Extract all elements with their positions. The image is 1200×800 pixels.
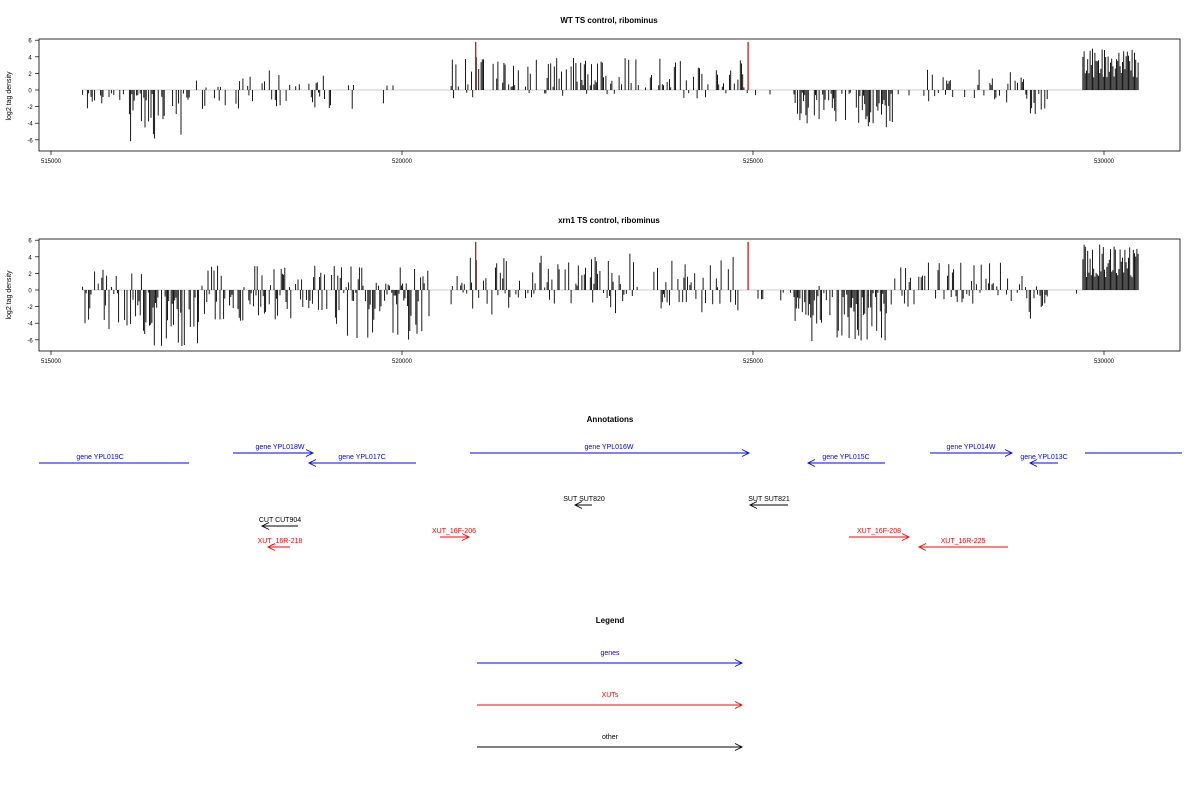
arrowhead bbox=[734, 659, 744, 667]
annotation-feature: gene YPL014W bbox=[930, 444, 1014, 457]
arrowhead bbox=[734, 743, 744, 751]
y-tick-label: 4 bbox=[28, 55, 32, 61]
annotation-label: gene YPL018W bbox=[256, 444, 305, 451]
x-axis: 515000 520000 525000 530000 bbox=[41, 351, 1115, 365]
legend-label: other bbox=[602, 734, 619, 741]
y-tick-label: 2 bbox=[28, 72, 32, 78]
annotation-feature: gene YPL016W bbox=[470, 444, 751, 457]
annotation-label: XUT_16R-218 bbox=[258, 538, 303, 545]
annotation-feature: gene YPL018W bbox=[233, 444, 315, 457]
y-tick-label: -2 bbox=[27, 305, 33, 311]
x-axis: 515000 520000 525000 530000 bbox=[41, 151, 1115, 165]
annotation-label: gene YPL013C bbox=[1020, 454, 1067, 461]
legend-entries: genes XUTs other bbox=[477, 650, 744, 751]
annotation-feature: XUT_16R-225 bbox=[917, 538, 1008, 551]
arrowhead bbox=[741, 449, 751, 457]
plot-frame bbox=[38, 38, 1181, 152]
arrowhead bbox=[573, 501, 583, 509]
y-tick-label: -4 bbox=[27, 322, 33, 328]
annotation-feature: SUT SUT821 bbox=[748, 496, 790, 509]
y-axis: 6 4 2 0 -2 -4 -6 bbox=[27, 39, 39, 144]
arrowhead bbox=[461, 533, 471, 541]
panel-title: WT TS control, ribominus bbox=[560, 16, 658, 25]
annotation-label: XUT_16F-208 bbox=[857, 528, 901, 535]
arrowhead bbox=[1004, 449, 1014, 457]
annotation-label: SUT SUT820 bbox=[563, 496, 605, 503]
y-tick-label: -6 bbox=[27, 138, 33, 144]
arrowhead bbox=[901, 533, 911, 541]
bar-series bbox=[82, 41, 1139, 142]
annotation-feature: CUT CUT904 bbox=[259, 517, 301, 530]
annotation-features: gene YPL019C gene YPL018W gene YPL017C gene… bbox=[39, 444, 1182, 551]
annotation-label: XUT_16F-206 bbox=[432, 528, 476, 535]
y-tick-label: 6 bbox=[28, 239, 32, 245]
annotation-feature: XUT_16F-206 bbox=[432, 528, 476, 541]
legend-entry: other bbox=[477, 734, 744, 751]
legend-panel: Legend genes XUTs other bbox=[477, 616, 744, 751]
annotation-feature: XUT_16R-218 bbox=[258, 538, 303, 551]
annotation-feature: gene YPL013C bbox=[1020, 454, 1068, 467]
arrowhead bbox=[1028, 459, 1038, 467]
arrowhead bbox=[266, 543, 276, 551]
panel-wt: WT TS control, ribominus log2 tag densit… bbox=[6, 16, 1181, 165]
x-tick-label: 525000 bbox=[743, 159, 764, 165]
annotation-label: gene YPL016W bbox=[585, 444, 634, 451]
annotations-title: Annotations bbox=[587, 415, 634, 424]
annotation-feature: gene YPL015C bbox=[806, 454, 885, 467]
legend-entry: XUTs bbox=[477, 692, 744, 709]
annotation-label: CUT CUT904 bbox=[259, 517, 301, 524]
annotation-feature: XUT_16F-208 bbox=[849, 528, 911, 541]
x-tick-label: 530000 bbox=[1094, 359, 1115, 365]
y-tick-label: 6 bbox=[28, 39, 32, 45]
plot-frame bbox=[38, 238, 1181, 352]
annotation-label: gene YPL015C bbox=[822, 454, 869, 461]
y-axis-label: log2 tag density bbox=[6, 71, 13, 121]
legend-label: XUTs bbox=[602, 692, 619, 699]
x-tick-label: 530000 bbox=[1094, 159, 1115, 165]
arrowhead bbox=[806, 459, 816, 467]
arrowhead bbox=[748, 501, 758, 509]
annotation-label: SUT SUT821 bbox=[748, 496, 790, 503]
legend-label: genes bbox=[600, 650, 620, 657]
y-tick-label: 4 bbox=[28, 255, 32, 261]
arrowhead bbox=[307, 459, 317, 467]
x-tick-label: 520000 bbox=[392, 359, 413, 365]
x-tick-label: 525000 bbox=[743, 359, 764, 365]
annotation-label: gene YPL019C bbox=[76, 454, 123, 461]
panel-xrn1: xrn1 TS control, ribominus log2 tag dens… bbox=[6, 216, 1181, 365]
panel-title: xrn1 TS control, ribominus bbox=[558, 216, 660, 225]
bar-series bbox=[82, 241, 1139, 346]
y-tick-label: -6 bbox=[27, 338, 33, 344]
legend-title: Legend bbox=[596, 616, 625, 625]
x-tick-label: 515000 bbox=[41, 359, 62, 365]
y-tick-label: 0 bbox=[28, 289, 32, 295]
arrowhead bbox=[305, 449, 315, 457]
legend-entry: genes bbox=[477, 650, 744, 667]
y-axis: 6 4 2 0 -2 -4 -6 bbox=[27, 239, 39, 344]
y-tick-label: -4 bbox=[27, 122, 33, 128]
y-tick-label: -2 bbox=[27, 105, 33, 111]
x-tick-label: 520000 bbox=[392, 159, 413, 165]
y-axis-label: log2 tag density bbox=[6, 270, 13, 320]
y-tick-label: 2 bbox=[28, 272, 32, 278]
y-tick-label: 0 bbox=[28, 89, 32, 95]
x-tick-label: 515000 bbox=[41, 159, 62, 165]
annotation-feature: SUT SUT820 bbox=[563, 496, 605, 509]
annotation-feature: gene YPL017C bbox=[307, 454, 416, 467]
annotation-label: gene YPL014W bbox=[947, 444, 996, 451]
annotation-feature: gene YPL019C bbox=[39, 454, 189, 464]
arrowhead bbox=[917, 543, 927, 551]
annotation-label: gene YPL017C bbox=[338, 454, 385, 461]
arrowhead bbox=[260, 522, 270, 530]
arrowhead bbox=[734, 701, 744, 709]
annotation-label: XUT_16R-225 bbox=[941, 538, 986, 545]
